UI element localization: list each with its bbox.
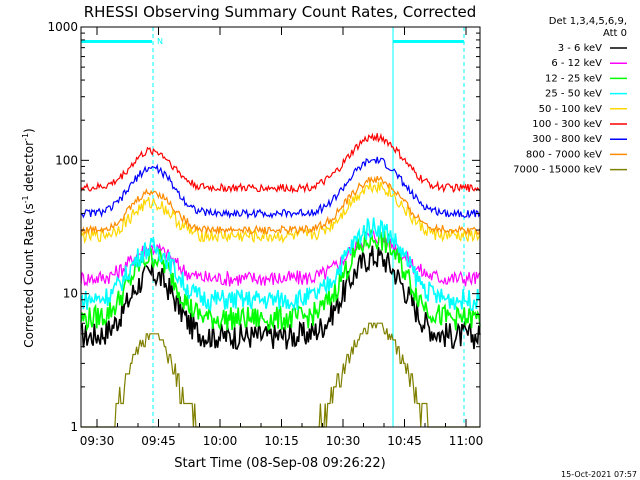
legend-label: 300 - 800 keV [532,134,602,145]
x-axis-label: Start Time (08-Sep-08 09:26:22) [174,456,385,471]
series-line-3 [80,217,481,312]
y-tick-label: 100 [55,153,78,167]
flag-bar-left [81,40,152,43]
x-tick-label: 10:30 [326,434,361,448]
series-line-8 [81,322,480,428]
legend-label: 6 - 12 keV [551,58,602,69]
plot-frame [80,26,481,428]
series-line-2 [80,227,481,332]
series-line-5 [80,132,481,194]
chart-title: RHESSI Observing Summary Count Rates, Co… [84,3,477,21]
detector-info-line-1: Det 1,3,4,5,6,9, [549,16,627,27]
x-tick-label: 11:00 [449,434,484,448]
footer-timestamp: 15-Oct-2021 07:57 [561,470,637,479]
x-tick-label: 10:15 [264,434,299,448]
legend-label: 800 - 7000 keV [526,149,602,160]
x-tick-label: 09:45 [141,434,176,448]
y-tick-label: 10 [63,287,78,301]
series-line-4 [80,181,481,245]
legend-label: 12 - 25 keV [545,73,602,84]
legend-label: 50 - 100 keV [539,104,603,115]
y-tick-label: 1000 [47,20,78,34]
x-tick-label: 10:45 [387,434,422,448]
y-tick-label: 1 [70,420,78,434]
flag-bar-right [393,40,464,43]
series-line-6 [80,156,481,220]
flag-label: N [157,37,163,46]
legend-label: 7000 - 15000 keV [513,165,602,176]
x-tick-label: 10:00 [203,434,238,448]
detector-info-line-2: Att 0 [603,28,627,39]
legend-label: 100 - 300 keV [532,119,602,130]
x-tick-label: 09:30 [80,434,115,448]
legend-label: 3 - 6 keV [558,43,602,54]
series-line-7 [80,175,481,236]
y-axis-label: Corrected Count Rate (s-1 detector-1) [21,128,36,347]
legend-label: 25 - 50 keV [545,89,602,100]
